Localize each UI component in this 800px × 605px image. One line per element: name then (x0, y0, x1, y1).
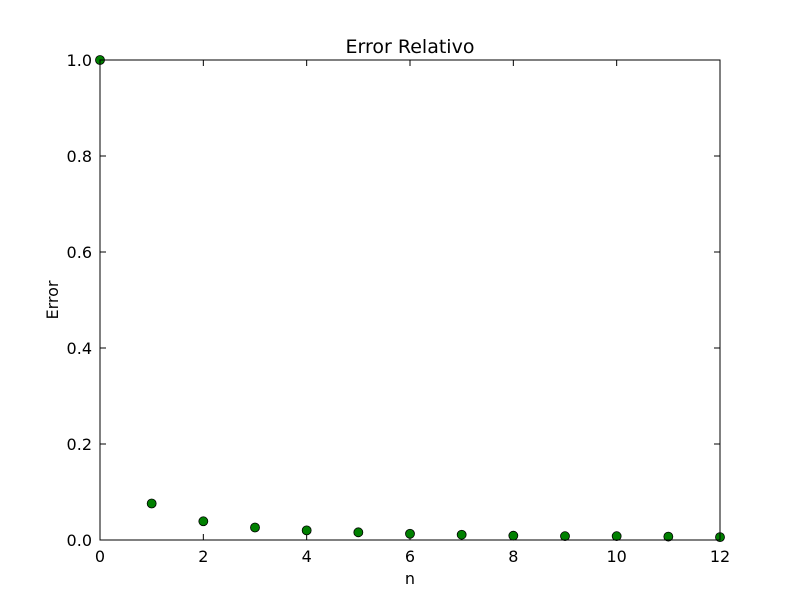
y-tick-label: 0.2 (67, 435, 92, 454)
x-tick-label: 2 (198, 547, 208, 566)
data-point (146, 498, 157, 509)
data-point (456, 529, 467, 540)
axis-ticks: 0 2 4 6 8 10 12 0.0 0.2 0.4 0.6 0.8 1.0 (67, 51, 731, 566)
plot-frame (99, 59, 721, 541)
x-axis-label: n (405, 569, 415, 588)
data-point (198, 516, 209, 527)
x-tick-label: 6 (405, 547, 415, 566)
data-point (611, 531, 622, 542)
data-points (95, 55, 725, 543)
x-tick-label: 0 (95, 547, 105, 566)
x-tick-label: 12 (710, 547, 730, 566)
x-tick-label: 4 (302, 547, 312, 566)
data-point (405, 528, 415, 539)
x-tick-label: 8 (508, 547, 518, 566)
y-tick-label: 0.8 (67, 147, 92, 166)
data-point (301, 525, 312, 536)
data-point (560, 531, 570, 542)
x-tick-label: 10 (606, 547, 626, 566)
y-tick-label: 0.6 (67, 243, 92, 262)
data-point (353, 527, 364, 538)
y-axis-label: Error (43, 280, 62, 319)
y-tick-label: 1.0 (67, 51, 92, 70)
y-tick-label: 0.0 (67, 531, 92, 550)
chart-title: Error Relativo (346, 36, 475, 58)
data-point (508, 530, 519, 541)
data-point (663, 531, 674, 542)
y-tick-label: 0.4 (67, 339, 92, 358)
data-point (250, 522, 260, 533)
